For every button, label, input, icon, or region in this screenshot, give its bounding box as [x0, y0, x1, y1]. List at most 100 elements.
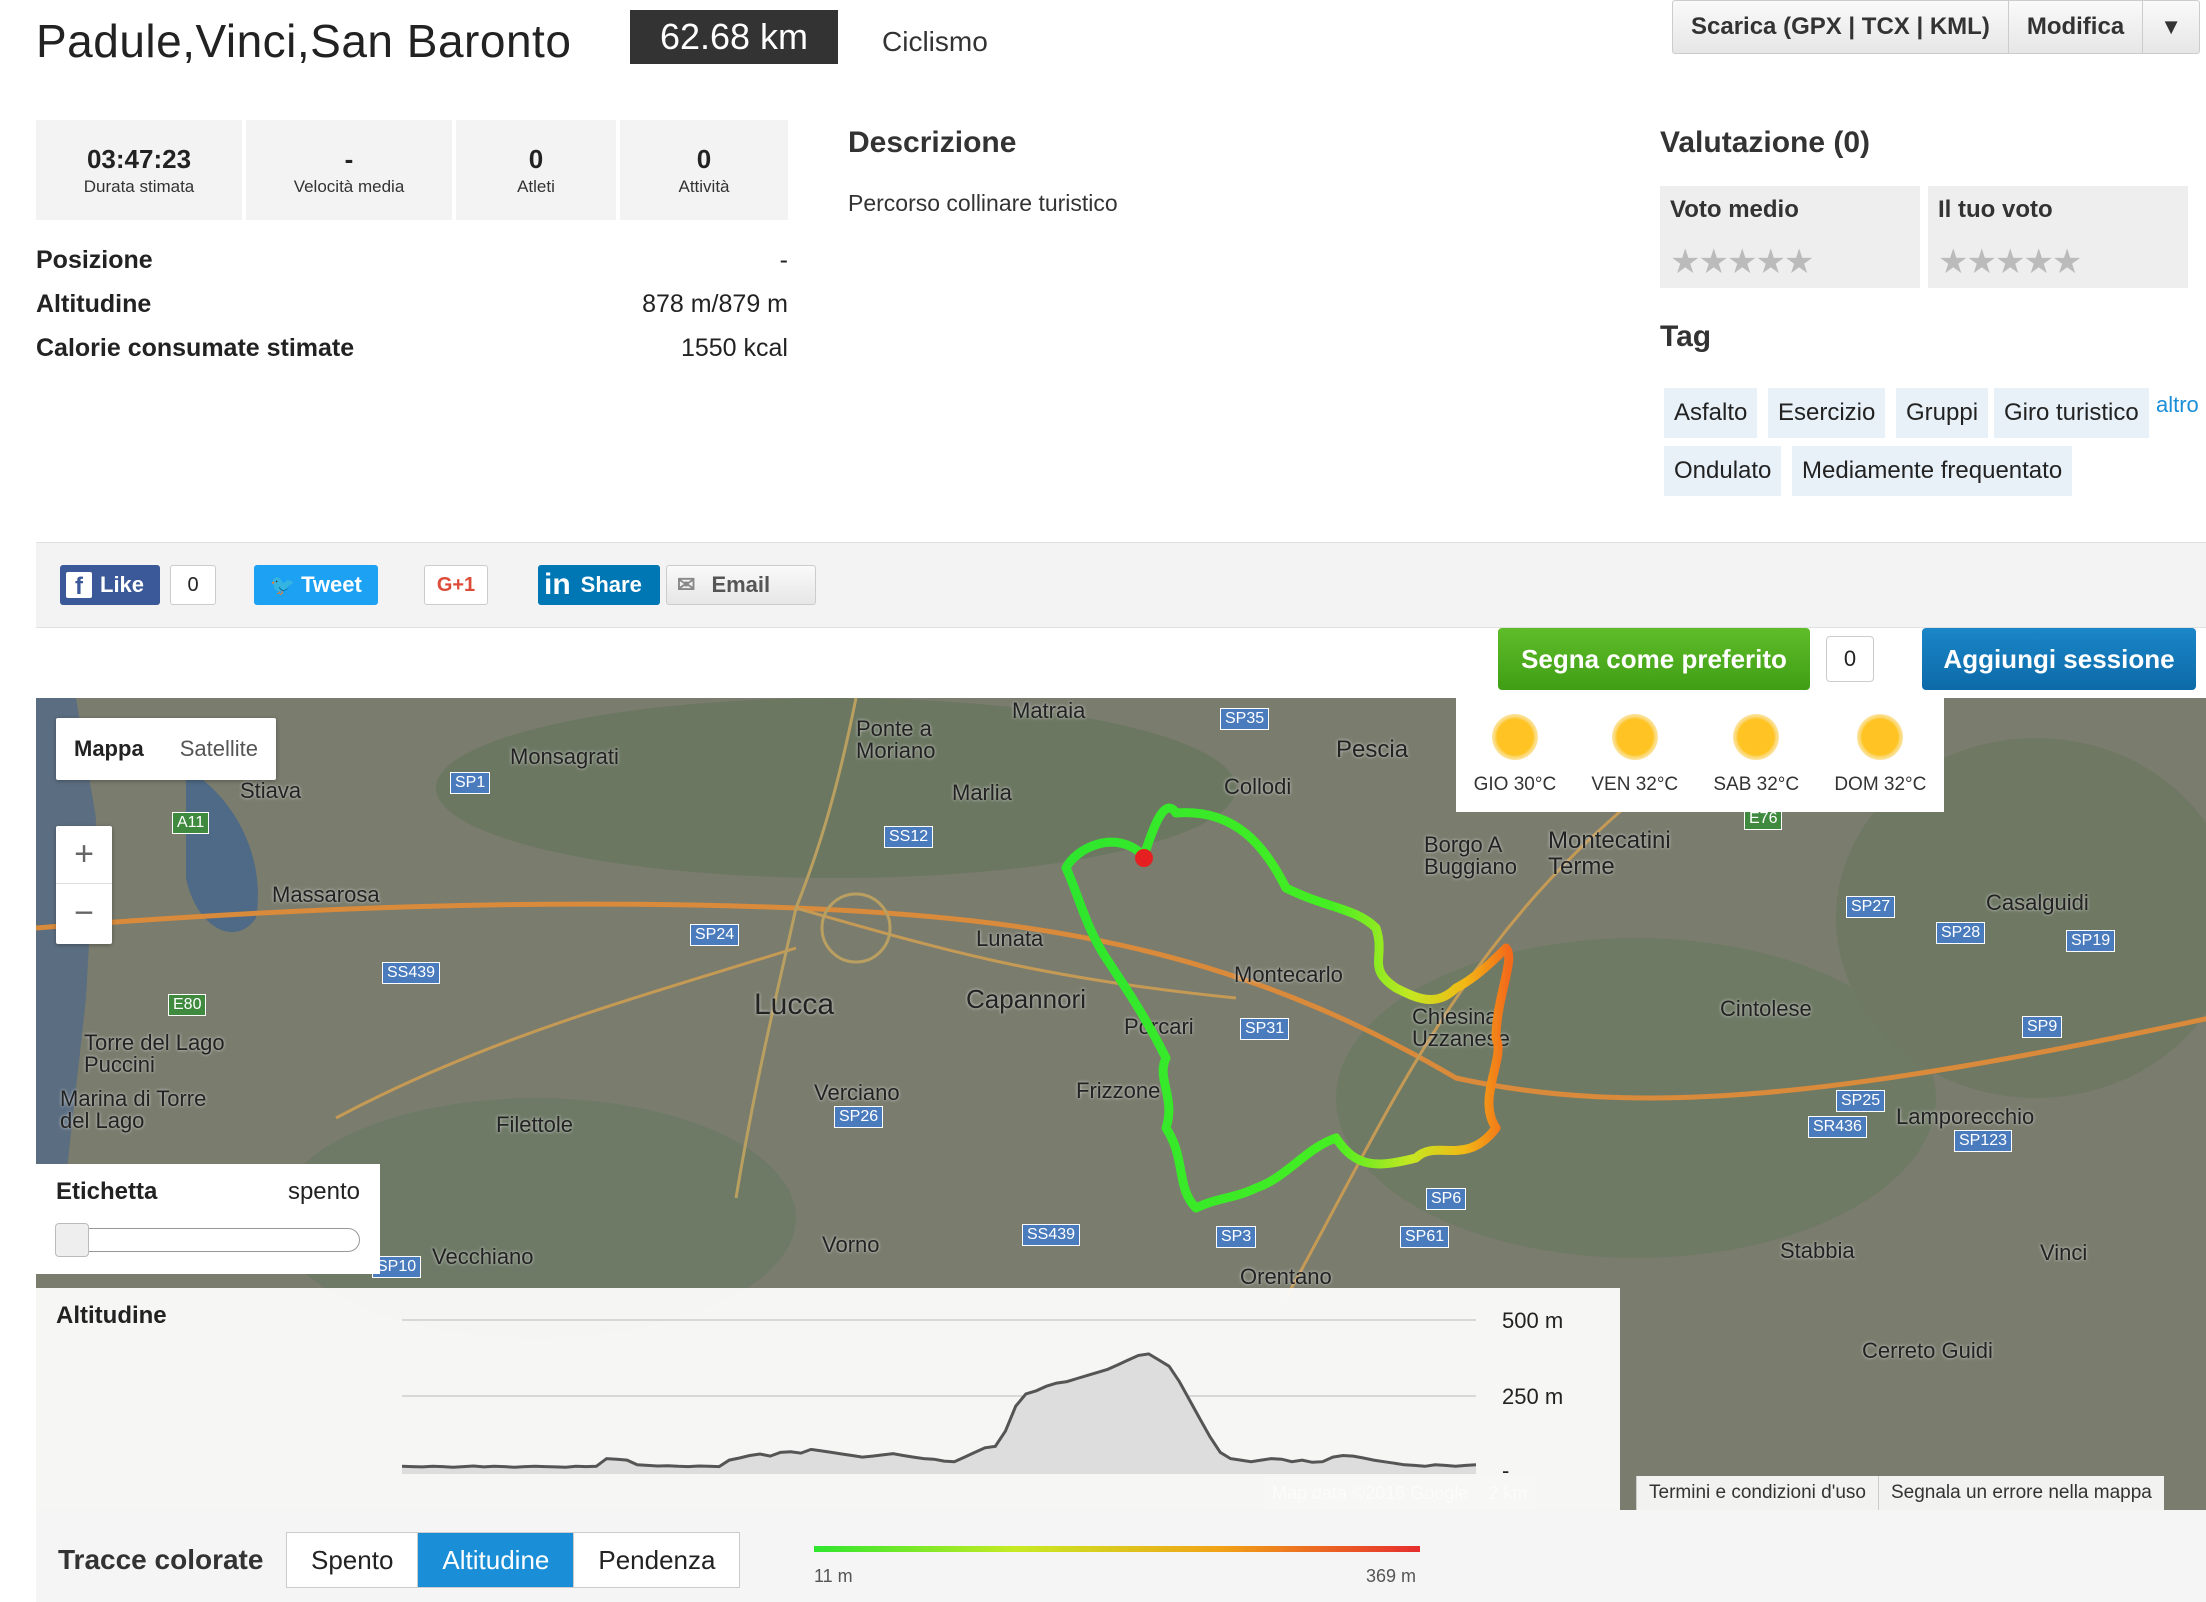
place-label: Marlia	[952, 780, 1012, 805]
place-label: Matraia	[1012, 698, 1086, 723]
road-label: SS12	[884, 826, 934, 848]
download-button[interactable]: Scarica (GPX | TCX | KML)	[1673, 1, 2009, 53]
add-session-button[interactable]: Aggiungi sessione	[1922, 628, 2196, 690]
city-ring-road	[820, 892, 892, 964]
terms-link[interactable]: Termini e condizioni d'uso	[1636, 1476, 1878, 1510]
rating-heading: Valutazione (0)	[1660, 126, 1871, 159]
tag-chip[interactable]: Gruppi	[1896, 388, 1989, 438]
facebook-like-button[interactable]: f Like	[60, 565, 160, 605]
labels-slider[interactable]	[55, 1223, 360, 1257]
detail-value: -	[779, 246, 788, 274]
more-tags-link[interactable]: altro	[2156, 392, 2199, 417]
weather-day: GIO 30°C	[1474, 714, 1556, 796]
tweet-label: Tweet	[301, 572, 362, 597]
twitter-bird-icon: 🐦	[270, 574, 296, 597]
slider-handle[interactable]	[55, 1223, 89, 1257]
chevron-down-icon[interactable]: ▼	[2160, 14, 2183, 39]
map-base-layer	[36, 698, 2206, 1338]
road-line	[335, 946, 797, 1120]
labels-title: Etichetta	[56, 1178, 158, 1205]
stat-speed: - Velocità media	[246, 120, 452, 220]
weather-day-label: VEN 32°C	[1591, 774, 1679, 795]
y-tick-label: -	[1502, 1458, 1510, 1483]
road-label: E76	[1744, 808, 1783, 830]
tag-chip[interactable]: Giro turistico	[1994, 388, 2149, 438]
weather-day: SAB 32°C	[1713, 714, 1799, 796]
gplus-button[interactable]: G+1	[424, 565, 488, 605]
altitude-color-scale	[814, 1546, 1420, 1552]
tag-chip[interactable]: Mediamente frequentato	[1792, 446, 2073, 496]
detail-value: 1550 kcal	[680, 334, 788, 362]
stat-athletes: 0 Atleti	[456, 120, 616, 220]
road-label: SP3	[1216, 1226, 1257, 1248]
place-label: Cerreto Guidi	[1862, 1338, 1993, 1363]
email-share-button[interactable]: ✉ Email	[666, 565, 816, 605]
road-label: SP123	[1954, 1130, 2013, 1152]
sun-icon	[1491, 714, 1538, 760]
place-label: Stabbia	[1780, 1238, 1855, 1263]
track-off-button[interactable]: Spento	[287, 1533, 419, 1587]
edit-button[interactable]: Modifica	[2009, 1, 2144, 53]
weather-day: VEN 32°C	[1591, 714, 1678, 796]
place-label: Massarosa	[272, 882, 380, 907]
track-slope-button[interactable]: Pendenza	[598, 1544, 716, 1575]
favorite-count: 0	[1826, 636, 1874, 682]
road-label: SP25	[1836, 1090, 1886, 1112]
place-label: Monsagrati	[510, 744, 619, 769]
your-rating-label: Il tuo voto	[1938, 196, 2053, 223]
map-footer: Termini e condizioni d'uso Segnala un er…	[1636, 1476, 2164, 1510]
place-label: Cintolese	[1720, 996, 1812, 1021]
road-label: SP19	[2066, 930, 2116, 952]
y-tick-label: 250 m	[1502, 1384, 1564, 1409]
description-heading: Descrizione	[848, 126, 1017, 159]
tag-chip[interactable]: Esercizio	[1768, 388, 1886, 438]
place-label: Collodi	[1224, 774, 1292, 799]
place-label: Borgo A Buggiano	[1424, 832, 1517, 879]
place-label: Lamporecchio	[1896, 1104, 2035, 1129]
detail-position: Posizione -	[36, 246, 788, 275]
road-label: SS439	[382, 962, 441, 984]
linkedin-share-button[interactable]: in Share	[538, 565, 660, 605]
altitude-line	[401, 1352, 1477, 1469]
linkedin-icon: in	[544, 568, 571, 601]
track-altitude-button[interactable]: Altitudine	[418, 1533, 575, 1587]
road-label: SP35	[1220, 708, 1270, 730]
detail-key: Calorie consumate stimate	[36, 334, 355, 362]
road-label: A11	[172, 812, 210, 834]
zoom-in-button[interactable]: +	[56, 826, 112, 884]
scale-min-label: 11 m	[814, 1566, 853, 1586]
weather-day-label: DOM 32°C	[1834, 774, 1927, 795]
road-label: SP31	[1240, 1018, 1290, 1040]
favorite-button[interactable]: Segna come preferito	[1498, 628, 1810, 690]
tweet-button[interactable]: 🐦 Tweet	[254, 565, 378, 605]
zoom-control: + −	[56, 826, 112, 944]
detail-calories: Calorie consumate stimate 1550 kcal	[36, 334, 788, 363]
average-rating-label: Voto medio	[1670, 196, 1799, 223]
tag-chip[interactable]: Ondulato	[1664, 446, 1782, 496]
detail-value: 878 m/879 m	[642, 290, 788, 318]
place-label: Vinci	[2040, 1240, 2088, 1265]
lake-area	[186, 768, 258, 933]
road-label: SP26	[834, 1106, 884, 1128]
zoom-out-button[interactable]: −	[74, 893, 94, 932]
route-map[interactable]: Monsagrati Stiava Massarosa Lucca Capann…	[36, 698, 2206, 1510]
road-label: SP1	[450, 772, 491, 794]
place-label: Ponte a Moriano	[856, 716, 936, 763]
road-label: SR436	[1808, 1116, 1867, 1138]
map-type-satellite-button[interactable]: Satellite	[179, 736, 258, 761]
sport-type: Ciclismo	[882, 26, 988, 57]
map-type-map-button[interactable]: Mappa	[74, 736, 144, 761]
envelope-icon: ✉	[677, 572, 696, 597]
hill-area	[276, 1098, 796, 1338]
place-label: Lunata	[976, 926, 1044, 951]
place-label: Marina di Torre del Lago	[60, 1086, 207, 1133]
route-actions-group: Scarica (GPX | TCX | KML) Modifica ▼	[1672, 0, 2201, 54]
report-error-link[interactable]: Segnala un errore nella mappa	[1877, 1476, 2164, 1510]
place-label: Montecatini Terme	[1548, 827, 1671, 880]
altitude-chart-plot	[401, 1319, 1477, 1474]
route-start-marker	[1135, 849, 1153, 867]
road-line	[734, 698, 858, 1199]
star-rating-input[interactable]: ★★★★★	[1938, 243, 2082, 281]
share-bar: f Like 0 🐦 Tweet G+1 in Share ✉ Email	[36, 542, 2206, 628]
tag-chip[interactable]: Asfalto	[1664, 388, 1758, 438]
